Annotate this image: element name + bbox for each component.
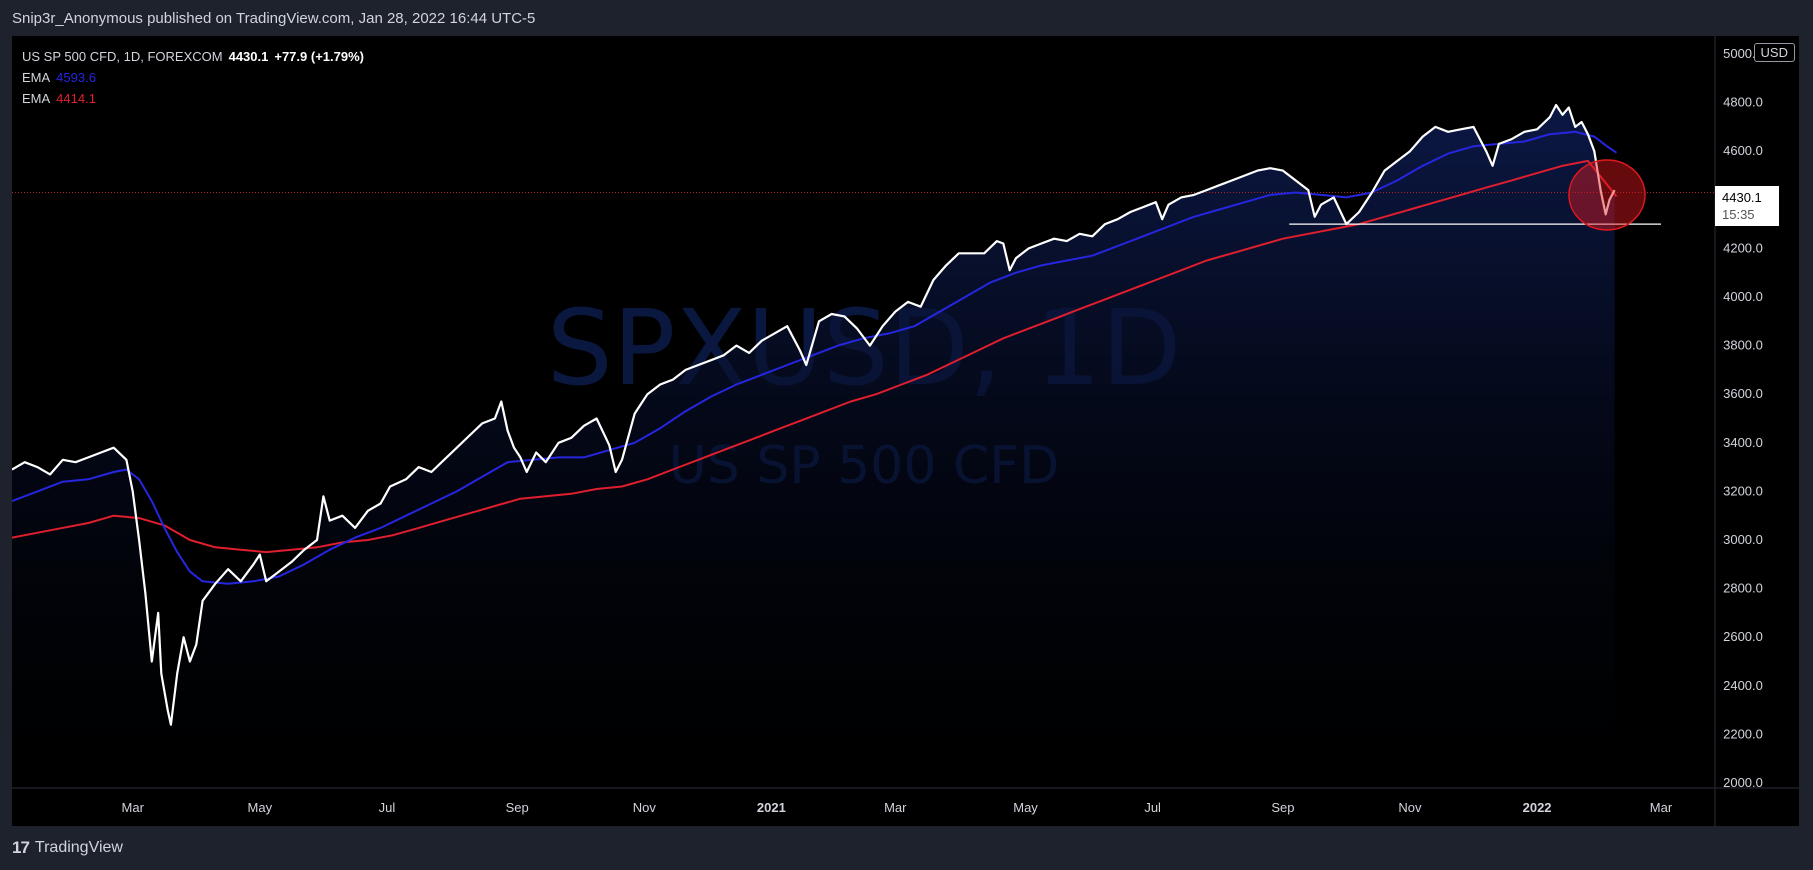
y-tick-label: 4800.0 bbox=[1723, 95, 1763, 110]
y-tick-label: 3400.0 bbox=[1723, 435, 1763, 450]
price-line bbox=[12, 103, 1616, 726]
legend-ema-slow-label: EMA bbox=[22, 91, 51, 106]
x-tick-label: May bbox=[248, 800, 273, 815]
y-tick-label: 2600.0 bbox=[1723, 629, 1763, 644]
legend-ema-slow-value: 4414.1 bbox=[56, 91, 96, 106]
brand-name: TradingView bbox=[34, 839, 123, 856]
y-tick-label: 3200.0 bbox=[1723, 483, 1763, 498]
price-area-fill bbox=[12, 105, 1615, 788]
x-tick-label: 2022 bbox=[1523, 800, 1552, 815]
y-tick-label: 2400.0 bbox=[1723, 678, 1763, 693]
tradingview-logo-icon: 17 bbox=[12, 838, 30, 857]
bar-countdown: 15:35 bbox=[1722, 207, 1755, 222]
x-tick-label: Sep bbox=[1271, 800, 1294, 815]
footer-brand[interactable]: 17 TradingView bbox=[12, 830, 123, 866]
y-tick-label: 4200.0 bbox=[1723, 240, 1763, 255]
highlight-circle bbox=[1568, 159, 1646, 231]
y-tick-label: 3800.0 bbox=[1723, 338, 1763, 353]
y-tick-label: 5000.0 bbox=[1723, 46, 1763, 61]
legend-price: 4430.1 bbox=[228, 49, 269, 64]
legend-ema-fast-row: EMA 4593.6 bbox=[22, 67, 364, 88]
ema-fast-line bbox=[12, 130, 1618, 585]
x-tick-label: Mar bbox=[884, 800, 907, 815]
price-chart[interactable]: SPXUSD, 1DUS SP 500 CFD 2000.02200.02400… bbox=[12, 36, 1799, 826]
legend-ema-fast-label: EMA bbox=[22, 70, 51, 85]
y-tick-label: 2200.0 bbox=[1723, 726, 1763, 741]
x-tick-label: Mar bbox=[1650, 800, 1673, 815]
currency-badge[interactable]: USD bbox=[1753, 43, 1795, 62]
x-tick-label: Jul bbox=[379, 800, 396, 815]
x-tick-label: Mar bbox=[122, 800, 145, 815]
y-tick-label: 3600.0 bbox=[1723, 386, 1763, 401]
x-tick-label: May bbox=[1013, 800, 1038, 815]
y-tick-label: 4000.0 bbox=[1723, 289, 1763, 304]
x-tick-label: 2021 bbox=[757, 800, 786, 815]
x-tick-label: Jul bbox=[1144, 800, 1161, 815]
ema-slow-line bbox=[12, 159, 1618, 554]
current-price-label: 4430.1 bbox=[1722, 190, 1762, 205]
x-tick-label: Nov bbox=[633, 800, 657, 815]
x-tick-label: Nov bbox=[1398, 800, 1422, 815]
legend-symbol: US SP 500 CFD, 1D, FOREXCOM bbox=[22, 49, 223, 64]
chart-area[interactable]: SPXUSD, 1DUS SP 500 CFD 2000.02200.02400… bbox=[12, 36, 1799, 826]
legend-symbol-row: US SP 500 CFD, 1D, FOREXCOM 4430.1 +77.9… bbox=[22, 46, 364, 67]
y-tick-label: 3000.0 bbox=[1723, 532, 1763, 547]
chart-legend: US SP 500 CFD, 1D, FOREXCOM 4430.1 +77.9… bbox=[22, 46, 364, 109]
current-price-tag: 4430.1 15:35 bbox=[1715, 186, 1779, 226]
legend-ema-slow-row: EMA 4414.1 bbox=[22, 88, 364, 109]
x-tick-label: Sep bbox=[506, 800, 529, 815]
y-tick-label: 4600.0 bbox=[1723, 143, 1763, 158]
y-tick-label: 2000.0 bbox=[1723, 775, 1763, 790]
legend-change: +77.9 (+1.79%) bbox=[274, 49, 364, 64]
y-tick-label: 2800.0 bbox=[1723, 581, 1763, 596]
publisher-info: Snip3r_Anonymous published on TradingVie… bbox=[12, 10, 536, 27]
legend-ema-fast-value: 4593.6 bbox=[56, 70, 96, 85]
